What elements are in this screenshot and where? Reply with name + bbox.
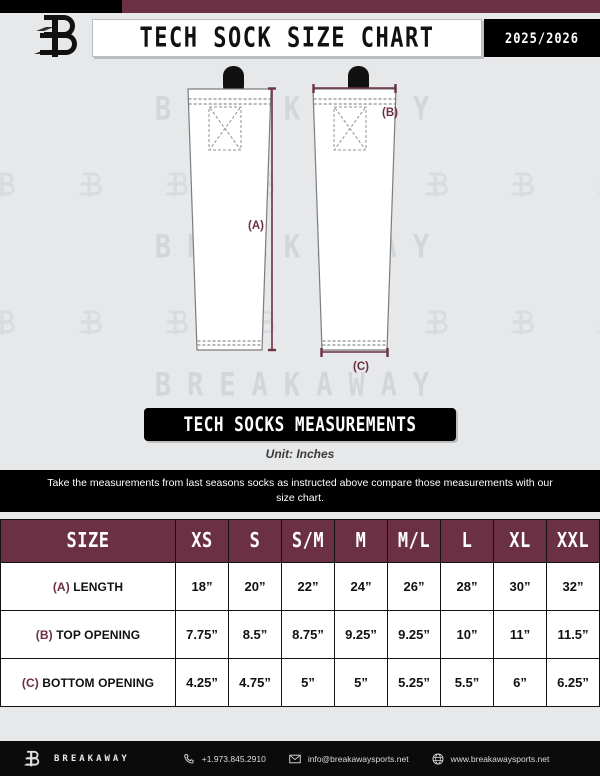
footer-phone[interactable]: +1.973.845.2910 bbox=[182, 752, 266, 766]
top-accent-bar bbox=[0, 0, 600, 13]
season-badge-label: 2025/2026 bbox=[504, 29, 580, 47]
cell-top-s-m: 8.75” bbox=[281, 610, 335, 659]
season-badge: 2025/2026 bbox=[484, 19, 600, 57]
footer-brand-name: BREAKAWAY bbox=[54, 753, 130, 764]
cell-length-s-m: 22” bbox=[281, 562, 335, 611]
envelope-icon bbox=[289, 754, 301, 763]
column-header-xxl: XXL bbox=[546, 519, 600, 563]
table-row: (B) TOP OPENING 7.75” 8.5” 8.75” 9.25” 9… bbox=[0, 610, 600, 659]
cell-bottom-m-l: 5.25” bbox=[387, 658, 441, 707]
breakaway-b-logo-icon bbox=[34, 15, 77, 57]
cell-bottom-xs: 4.25” bbox=[175, 658, 229, 707]
footer-phone-text: +1.973.845.2910 bbox=[201, 753, 266, 764]
cell-bottom-xl: 6” bbox=[493, 658, 547, 707]
column-header-l: L bbox=[440, 519, 494, 563]
breakaway-b-logo-icon bbox=[23, 750, 40, 766]
page-header: TECH SOCK SIZE CHART 2025/2026 bbox=[0, 13, 600, 60]
column-header-m: M bbox=[334, 519, 388, 563]
measurements-banner: TECH SOCKS MEASUREMENTS bbox=[144, 408, 456, 441]
cell-length-m-l: 26” bbox=[387, 562, 441, 611]
watermark-b-icon bbox=[0, 310, 15, 335]
page-title-box: TECH SOCK SIZE CHART bbox=[92, 19, 482, 57]
unit-label: Unit: Inches bbox=[265, 447, 335, 461]
footer-email-text: info@breakawaysports.net bbox=[307, 753, 409, 764]
column-header-s-m: S/M bbox=[281, 519, 335, 563]
column-header-size: SIZE bbox=[0, 519, 176, 563]
top-bar-black-segment bbox=[0, 0, 122, 13]
row-label-top-opening: (B) TOP OPENING bbox=[0, 610, 176, 659]
row-label-bottom-opening: (C) BOTTOM OPENING bbox=[0, 658, 176, 707]
footer-website-text: www.breakawaysports.net bbox=[450, 753, 550, 764]
cell-bottom-l: 5.5” bbox=[440, 658, 494, 707]
svg-text:(C): (C) bbox=[353, 361, 369, 373]
watermark-word: BREAKAWAY bbox=[154, 366, 446, 400]
cell-length-xs: 18” bbox=[175, 562, 229, 611]
sock-right bbox=[312, 66, 397, 351]
watermark-b-icon bbox=[423, 310, 448, 335]
cell-top-s: 8.5” bbox=[228, 610, 282, 659]
watermark-b-icon bbox=[76, 310, 102, 335]
measurement-a: (A) bbox=[248, 87, 276, 352]
footer-email[interactable]: info@breakawaysports.net bbox=[288, 752, 409, 766]
table-header-row: SIZE XS S S/M M M/L L XL XXL bbox=[0, 519, 600, 563]
cell-top-xxl: 11.5” bbox=[546, 610, 600, 659]
size-chart-table: SIZE XS S S/M M M/L L XL XXL (A) LENGTH … bbox=[0, 519, 600, 707]
cell-top-l: 10” bbox=[440, 610, 494, 659]
cell-bottom-s: 4.75” bbox=[228, 658, 282, 707]
cell-top-xs: 7.75” bbox=[175, 610, 229, 659]
cell-bottom-s-m: 5” bbox=[281, 658, 335, 707]
watermark-b-icon bbox=[163, 172, 188, 197]
cell-bottom-xxl: 6.25” bbox=[546, 658, 600, 707]
svg-text:(B): (B) bbox=[382, 107, 398, 119]
watermark-b-icon bbox=[0, 172, 15, 197]
cell-top-xl: 11” bbox=[493, 610, 547, 659]
measurement-c: (C) bbox=[320, 348, 389, 373]
column-header-xs: XS bbox=[175, 519, 229, 563]
cell-length-l: 28” bbox=[440, 562, 494, 611]
cell-top-m-l: 9.25” bbox=[387, 610, 441, 659]
row-label-length: (A) LENGTH bbox=[0, 562, 176, 611]
watermark-b-icon bbox=[163, 310, 188, 335]
watermark-b-icon bbox=[76, 172, 102, 197]
cell-length-xl: 30” bbox=[493, 562, 547, 611]
cell-length-s: 20” bbox=[228, 562, 282, 611]
cell-length-m: 24” bbox=[334, 562, 388, 611]
watermark-b-icon bbox=[509, 310, 535, 335]
cell-bottom-m: 5” bbox=[334, 658, 388, 707]
sock-left bbox=[187, 66, 272, 351]
top-bar-maroon-segment bbox=[122, 0, 600, 13]
column-header-s: S bbox=[228, 519, 282, 563]
size-chart-table-wrapper: SIZE XS S S/M M M/L L XL XXL (A) LENGTH … bbox=[0, 519, 600, 707]
phone-icon bbox=[183, 753, 194, 764]
instruction-text: Take the measurements from last seasons … bbox=[0, 470, 600, 512]
table-row: (A) LENGTH 18” 20” 22” 24” 26” 28” 30” 3… bbox=[0, 562, 600, 611]
globe-icon bbox=[432, 753, 444, 764]
cell-length-xxl: 32” bbox=[546, 562, 600, 611]
page-title: TECH SOCK SIZE CHART bbox=[139, 22, 435, 54]
watermark-b-icon bbox=[423, 172, 448, 197]
column-header-xl: XL bbox=[493, 519, 547, 563]
page-footer: BREAKAWAY +1.973.845.2910 info@breakaway… bbox=[0, 741, 600, 776]
measurements-banner-label: TECH SOCKS MEASUREMENTS bbox=[183, 412, 417, 437]
measurement-b: (B) bbox=[312, 84, 398, 119]
column-header-m-l: M/L bbox=[387, 519, 441, 563]
watermark-b-icon bbox=[509, 172, 535, 197]
table-row: (C) BOTTOM OPENING 4.25” 4.75” 5” 5” 5.2… bbox=[0, 658, 600, 707]
svg-text:(A): (A) bbox=[248, 220, 264, 232]
cell-top-m: 9.25” bbox=[334, 610, 388, 659]
footer-website[interactable]: www.breakawaysports.net bbox=[431, 752, 550, 766]
sock-diagram: (A) (B) (C) bbox=[0, 60, 600, 405]
